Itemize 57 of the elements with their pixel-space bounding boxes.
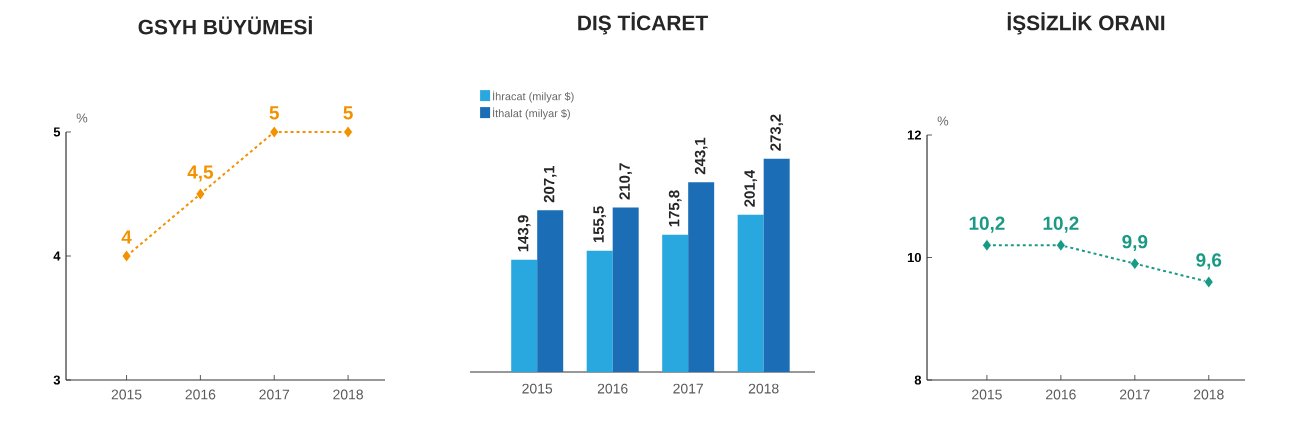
data-label: 175,8 [668, 190, 682, 227]
bar [688, 182, 715, 372]
point [343, 125, 353, 139]
data-label: 9,9 [1122, 234, 1148, 252]
x-tick-label: 2016 [185, 389, 216, 400]
y-tick-label: 12 [907, 130, 921, 140]
data-label: 210,7 [619, 163, 633, 200]
x-tick-label: 2015 [972, 389, 1002, 400]
x-tick-label: 2015 [111, 389, 142, 400]
point [1129, 257, 1140, 271]
point [195, 187, 206, 201]
chart-title: DIŞ TİCARET [578, 12, 708, 35]
data-label: 201,4 [744, 169, 758, 207]
legend-label: İthalat (milyar $) [493, 107, 570, 120]
chart-title: İŞSİZLİK ORANI [1007, 12, 1165, 35]
y-tick-label: 8 [914, 375, 922, 385]
legend-label: İhracat (milyar $) [493, 90, 574, 103]
point [1203, 275, 1214, 289]
y-tick-label: 5 [53, 127, 61, 137]
data-label: 155,5 [593, 206, 606, 243]
chart-title: GSYH BÜYÜMESİ [138, 16, 312, 35]
data-label: 10,2 [1043, 216, 1079, 233]
data-label: 4,5 [187, 165, 214, 182]
bar [537, 210, 564, 372]
bar [511, 259, 538, 372]
x-tick-label: 2016 [1046, 389, 1076, 400]
bar [763, 158, 790, 372]
point [1055, 238, 1066, 252]
y-tick-label: 3 [53, 375, 61, 385]
x-tick-label: 2018 [333, 389, 363, 400]
data-label: 207,1 [543, 165, 557, 203]
data-label: 9,6 [1196, 253, 1222, 270]
bar [586, 250, 613, 372]
x-tick-label: 2018 [1193, 389, 1224, 400]
y-tick-label: 10 [907, 252, 921, 263]
bar [662, 234, 689, 372]
x-tick-label: 2017 [259, 389, 290, 400]
y-axis-title: % [76, 113, 88, 123]
data-label: 10,2 [969, 216, 1005, 233]
bar [612, 207, 639, 372]
data-label: 143,9 [517, 215, 531, 252]
data-label: 5 [269, 106, 279, 120]
y-tick-label: 4 [53, 251, 61, 261]
y-axis-title: % [937, 116, 949, 126]
x-tick-label: 2018 [748, 383, 779, 394]
x-tick-label: 2015 [522, 383, 553, 394]
data-label: 243,1 [694, 137, 708, 175]
data-label: 4 [121, 230, 132, 244]
data-label: 5 [343, 106, 353, 120]
data-label: 273,2 [770, 114, 784, 151]
x-tick-label: 2016 [597, 383, 628, 394]
point [121, 249, 132, 263]
bar [737, 214, 764, 372]
x-tick-label: 2017 [673, 383, 703, 394]
x-tick-label: 2017 [1120, 389, 1150, 400]
point [269, 125, 280, 139]
point [982, 238, 992, 252]
